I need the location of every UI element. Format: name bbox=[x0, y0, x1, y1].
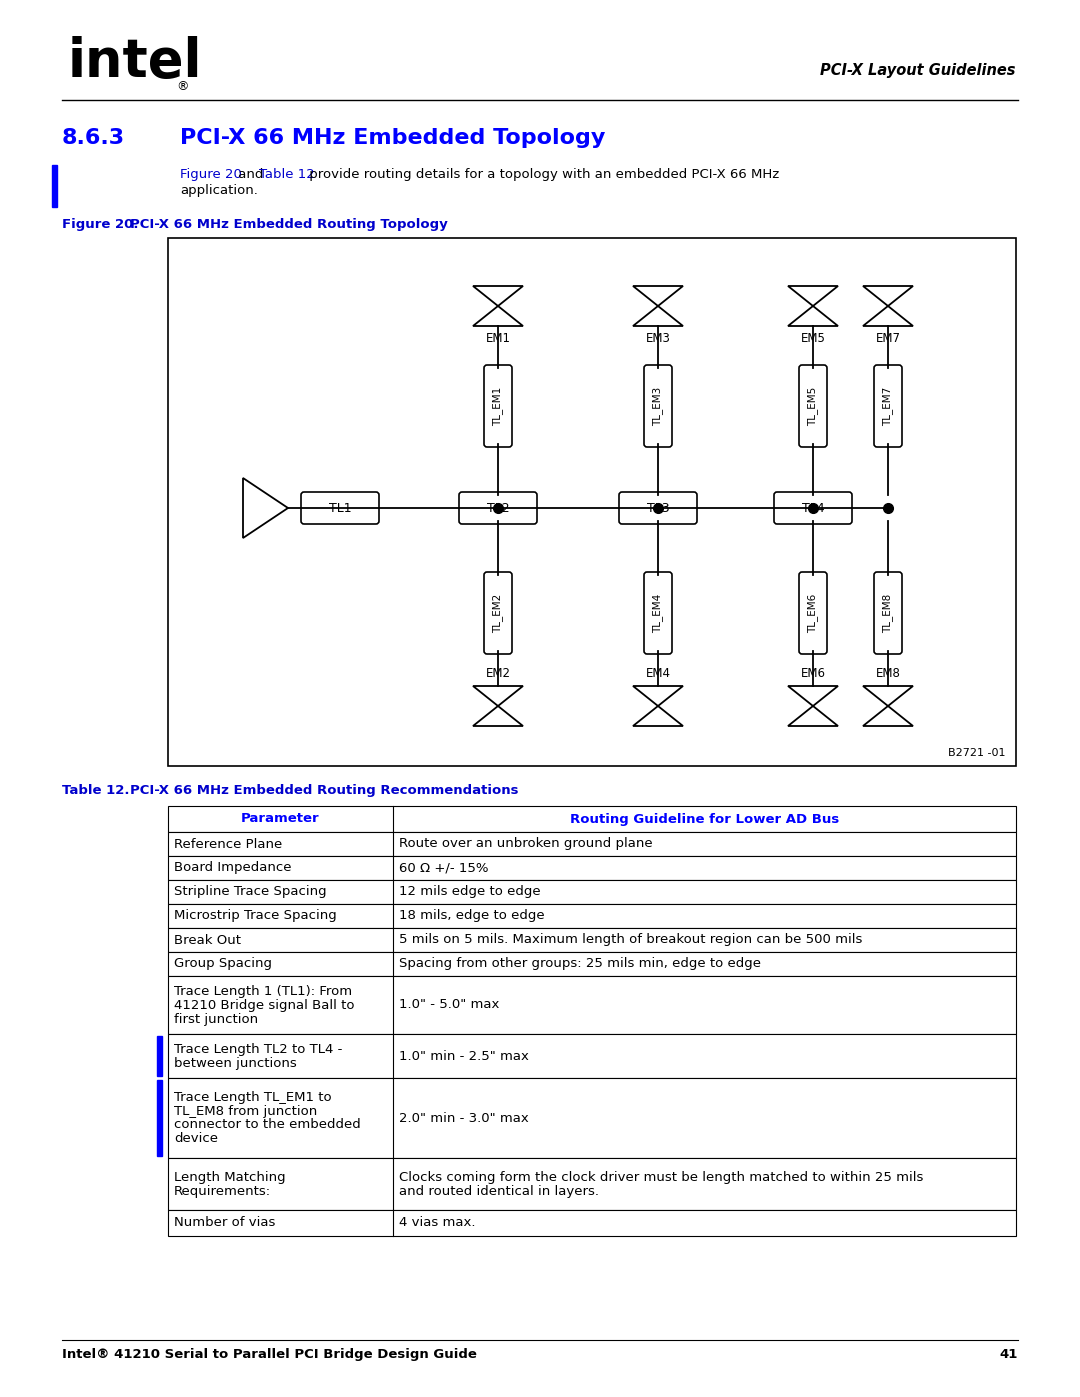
Bar bbox=[168, 1210, 1016, 1236]
Text: TL4: TL4 bbox=[801, 502, 824, 514]
Text: EM2: EM2 bbox=[486, 666, 511, 680]
Text: Routing Guideline for Lower AD Bus: Routing Guideline for Lower AD Bus bbox=[570, 813, 839, 826]
Text: 4 vias max.: 4 vias max. bbox=[399, 1217, 475, 1229]
Text: Reference Plane: Reference Plane bbox=[174, 837, 282, 851]
Text: PCI-X 66 MHz Embedded Topology: PCI-X 66 MHz Embedded Topology bbox=[180, 129, 606, 148]
Text: provide routing details for a topology with an embedded PCI-X 66 MHz: provide routing details for a topology w… bbox=[305, 168, 780, 182]
Text: 18 mils, edge to edge: 18 mils, edge to edge bbox=[399, 909, 544, 922]
Text: Clocks coming form the clock driver must be length matched to within 25 mils: Clocks coming form the clock driver must… bbox=[399, 1171, 923, 1183]
Text: PCI-X 66 MHz Embedded Routing Recommendations: PCI-X 66 MHz Embedded Routing Recommenda… bbox=[130, 784, 518, 798]
Bar bbox=[157, 1080, 162, 1155]
Text: 12 mils edge to edge: 12 mils edge to edge bbox=[399, 886, 541, 898]
Text: EM7: EM7 bbox=[876, 332, 901, 345]
Text: 1.0" min - 2.5" max: 1.0" min - 2.5" max bbox=[399, 1049, 529, 1063]
Text: PCI-X 66 MHz Embedded Routing Topology: PCI-X 66 MHz Embedded Routing Topology bbox=[130, 218, 448, 231]
Text: Figure 20: Figure 20 bbox=[180, 168, 242, 182]
Text: EM1: EM1 bbox=[486, 332, 511, 345]
Text: EM6: EM6 bbox=[800, 666, 825, 680]
FancyBboxPatch shape bbox=[774, 492, 852, 524]
FancyBboxPatch shape bbox=[644, 571, 672, 654]
Text: Stripline Trace Spacing: Stripline Trace Spacing bbox=[174, 886, 326, 898]
Text: Number of vias: Number of vias bbox=[174, 1217, 275, 1229]
Text: Intel® 41210 Serial to Parallel PCI Bridge Design Guide: Intel® 41210 Serial to Parallel PCI Brid… bbox=[62, 1348, 477, 1361]
FancyBboxPatch shape bbox=[644, 365, 672, 447]
FancyBboxPatch shape bbox=[799, 571, 827, 654]
FancyBboxPatch shape bbox=[874, 571, 902, 654]
Text: Route over an unbroken ground plane: Route over an unbroken ground plane bbox=[399, 837, 652, 851]
Text: PCI-X Layout Guidelines: PCI-X Layout Guidelines bbox=[820, 63, 1015, 78]
Bar bbox=[168, 904, 1016, 928]
Bar bbox=[168, 951, 1016, 977]
Text: EM8: EM8 bbox=[876, 666, 901, 680]
Text: TL_EM4: TL_EM4 bbox=[652, 594, 663, 633]
Bar bbox=[168, 928, 1016, 951]
Text: ®: ® bbox=[176, 80, 189, 94]
Text: TL1: TL1 bbox=[328, 502, 351, 514]
Bar bbox=[168, 806, 1016, 833]
Text: EM4: EM4 bbox=[646, 666, 671, 680]
Text: 2.0" min - 3.0" max: 2.0" min - 3.0" max bbox=[399, 1112, 529, 1125]
Text: B2721 -01: B2721 -01 bbox=[948, 747, 1005, 759]
FancyBboxPatch shape bbox=[874, 365, 902, 447]
Bar bbox=[168, 856, 1016, 880]
FancyBboxPatch shape bbox=[619, 492, 697, 524]
Text: application.: application. bbox=[180, 184, 258, 197]
Text: 5 mils on 5 mils. Maximum length of breakout region can be 500 mils: 5 mils on 5 mils. Maximum length of brea… bbox=[399, 933, 862, 947]
FancyBboxPatch shape bbox=[799, 365, 827, 447]
Bar bbox=[168, 1158, 1016, 1210]
Text: TL_EM8 from junction: TL_EM8 from junction bbox=[174, 1105, 318, 1118]
Text: TL_EM1: TL_EM1 bbox=[492, 387, 503, 426]
Text: TL_EM3: TL_EM3 bbox=[652, 387, 663, 426]
Text: TL_EM7: TL_EM7 bbox=[882, 387, 893, 426]
FancyBboxPatch shape bbox=[301, 492, 379, 524]
Text: 8.6.3: 8.6.3 bbox=[62, 129, 125, 148]
Text: Trace Length 1 (TL1): From: Trace Length 1 (TL1): From bbox=[174, 985, 352, 997]
Text: Length Matching: Length Matching bbox=[174, 1171, 285, 1183]
Text: 41210 Bridge signal Ball to: 41210 Bridge signal Ball to bbox=[174, 999, 354, 1011]
Bar bbox=[168, 237, 1016, 766]
Text: Microstrip Trace Spacing: Microstrip Trace Spacing bbox=[174, 909, 337, 922]
Text: Table 12: Table 12 bbox=[259, 168, 314, 182]
Text: and: and bbox=[234, 168, 268, 182]
Text: device: device bbox=[174, 1133, 218, 1146]
FancyBboxPatch shape bbox=[484, 571, 512, 654]
Text: 1.0" - 5.0" max: 1.0" - 5.0" max bbox=[399, 999, 499, 1011]
Text: Figure 20.: Figure 20. bbox=[62, 218, 138, 231]
Text: Group Spacing: Group Spacing bbox=[174, 957, 272, 971]
Text: TL_EM5: TL_EM5 bbox=[808, 387, 819, 426]
Bar bbox=[168, 833, 1016, 856]
Bar bbox=[168, 1078, 1016, 1158]
Text: Table 12.: Table 12. bbox=[62, 784, 130, 798]
Bar bbox=[52, 165, 57, 207]
Bar bbox=[157, 1037, 162, 1076]
FancyBboxPatch shape bbox=[459, 492, 537, 524]
Text: TL_EM6: TL_EM6 bbox=[808, 594, 819, 633]
Text: Trace Length TL_EM1 to: Trace Length TL_EM1 to bbox=[174, 1091, 332, 1104]
Text: EM5: EM5 bbox=[800, 332, 825, 345]
Text: Spacing from other groups: 25 mils min, edge to edge: Spacing from other groups: 25 mils min, … bbox=[399, 957, 761, 971]
Text: Trace Length TL2 to TL4 -: Trace Length TL2 to TL4 - bbox=[174, 1042, 342, 1056]
Bar bbox=[168, 880, 1016, 904]
Text: intel: intel bbox=[68, 36, 203, 88]
Text: EM3: EM3 bbox=[646, 332, 671, 345]
Text: 41: 41 bbox=[1000, 1348, 1018, 1361]
Text: Board Impedance: Board Impedance bbox=[174, 862, 292, 875]
Text: between junctions: between junctions bbox=[174, 1056, 297, 1070]
Text: TL3: TL3 bbox=[647, 502, 670, 514]
Bar bbox=[168, 1034, 1016, 1078]
Text: TL2: TL2 bbox=[487, 502, 510, 514]
Text: Requirements:: Requirements: bbox=[174, 1185, 271, 1197]
FancyBboxPatch shape bbox=[484, 365, 512, 447]
Text: connector to the embedded: connector to the embedded bbox=[174, 1119, 361, 1132]
Text: 60 Ω +/- 15%: 60 Ω +/- 15% bbox=[399, 862, 488, 875]
Text: TL_EM8: TL_EM8 bbox=[882, 594, 893, 633]
Bar bbox=[168, 977, 1016, 1034]
Text: and routed identical in layers.: and routed identical in layers. bbox=[399, 1185, 599, 1197]
Text: TL_EM2: TL_EM2 bbox=[492, 594, 503, 633]
Text: Parameter: Parameter bbox=[241, 813, 320, 826]
Text: first junction: first junction bbox=[174, 1013, 258, 1025]
Text: Break Out: Break Out bbox=[174, 933, 241, 947]
